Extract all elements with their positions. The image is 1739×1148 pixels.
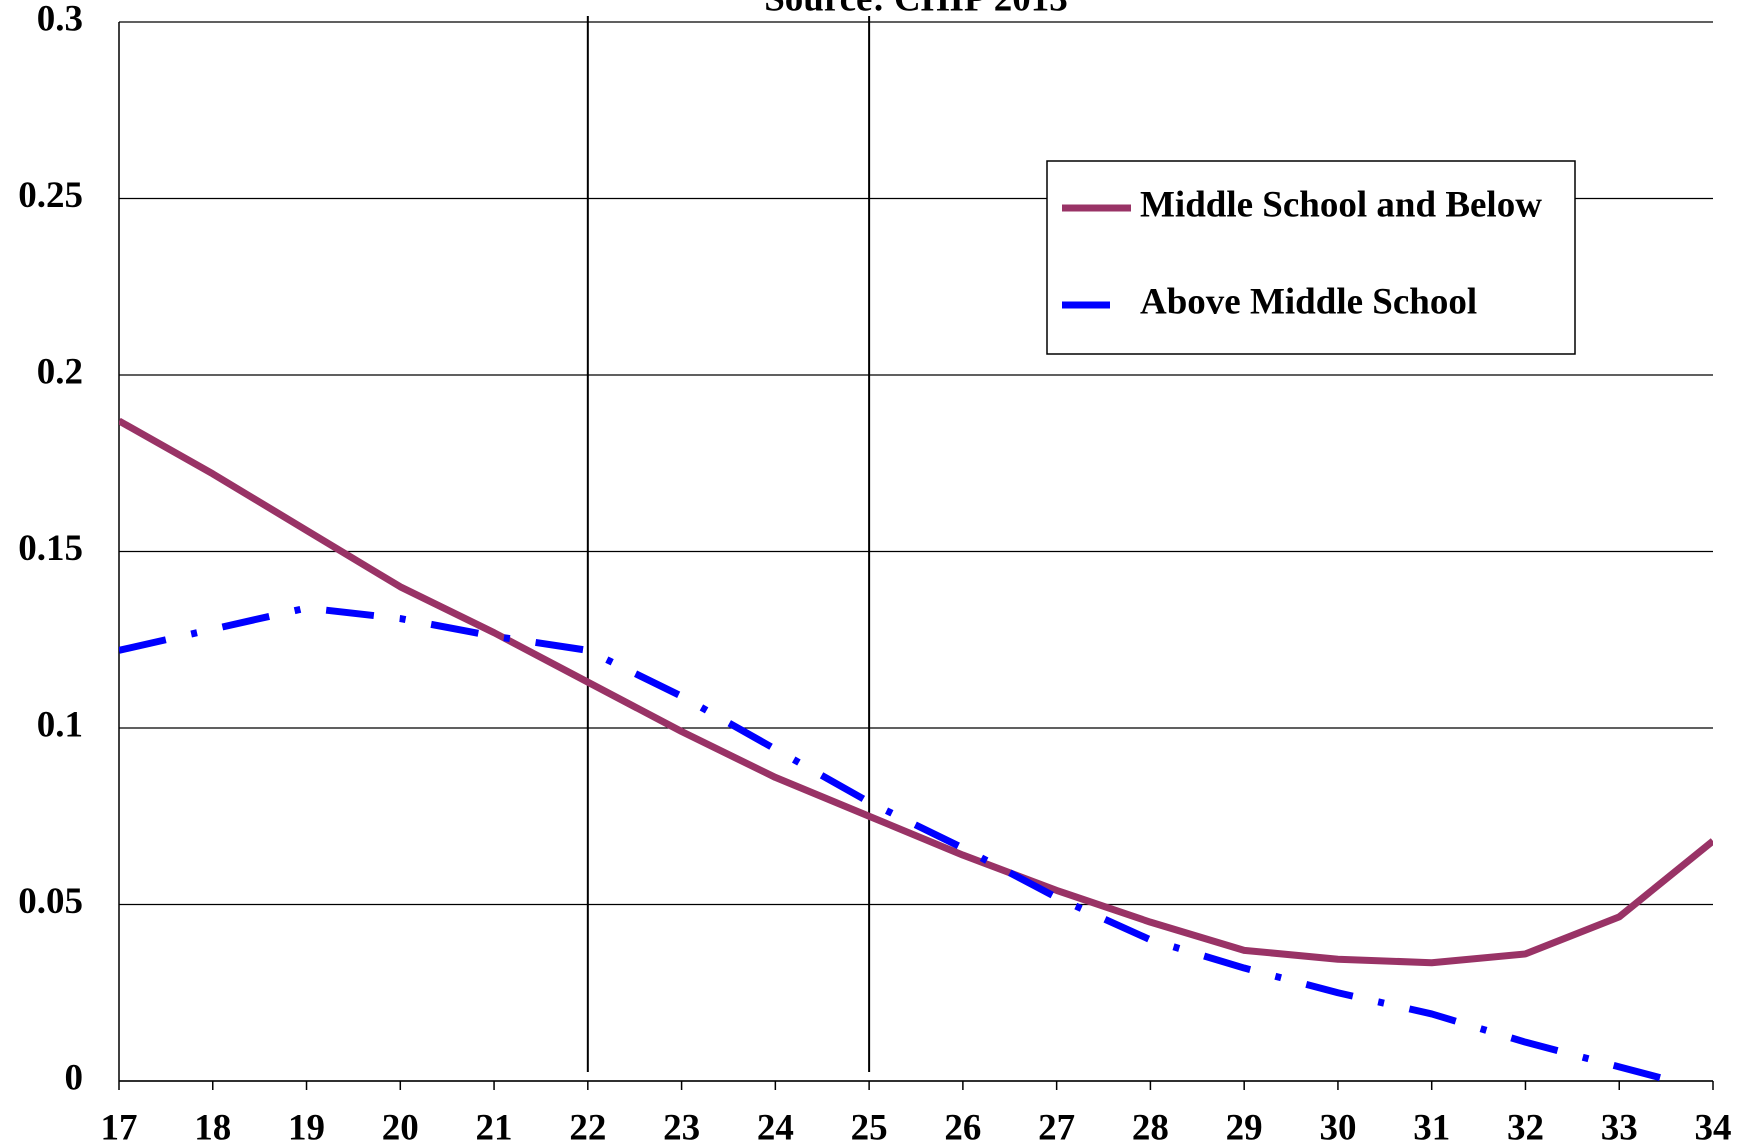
x-tick-label: 31 <box>1413 1107 1450 1148</box>
y-tick-label: 0.2 <box>37 351 83 392</box>
x-tick-label: 29 <box>1226 1107 1263 1148</box>
legend: Middle School and Below Above Middle Scho… <box>1046 160 1576 355</box>
x-tick-label: 30 <box>1319 1107 1356 1148</box>
x-tick-label: 28 <box>1132 1107 1169 1148</box>
x-tick-label: 21 <box>476 1107 513 1148</box>
x-tick-label: 17 <box>101 1107 138 1148</box>
x-tick-label: 34 <box>1695 1107 1732 1148</box>
x-tick-label: 18 <box>194 1107 231 1148</box>
x-tick-label: 24 <box>757 1107 794 1148</box>
chart-title: Source: CHIP 2013 <box>764 0 1068 19</box>
series-line <box>119 604 1687 1081</box>
y-tick-label: 0.05 <box>18 881 83 922</box>
legend-label: Above Middle School <box>1140 281 1477 322</box>
x-tick-label: 27 <box>1038 1107 1075 1148</box>
y-tick-label: 0.15 <box>18 528 83 569</box>
x-tick-label: 25 <box>851 1107 888 1148</box>
y-tick-label: 0.3 <box>37 0 83 39</box>
x-tick-label: 32 <box>1507 1107 1544 1148</box>
legend-box <box>1046 160 1576 355</box>
x-tick-label: 26 <box>944 1107 981 1148</box>
plot-area <box>119 417 1713 1081</box>
x-tick-label: 33 <box>1601 1107 1638 1148</box>
y-tick-label: 0.1 <box>37 704 83 745</box>
series-line <box>119 417 1713 967</box>
y-tick-label: 0 <box>65 1057 84 1098</box>
x-tick-label: 19 <box>288 1107 325 1148</box>
x-tick-label: 22 <box>569 1107 606 1148</box>
legend-label: Middle School and Below <box>1140 184 1542 225</box>
x-tick-label: 23 <box>663 1107 700 1148</box>
y-tick-label: 0.25 <box>18 175 83 216</box>
x-tick-label: 20 <box>382 1107 419 1148</box>
